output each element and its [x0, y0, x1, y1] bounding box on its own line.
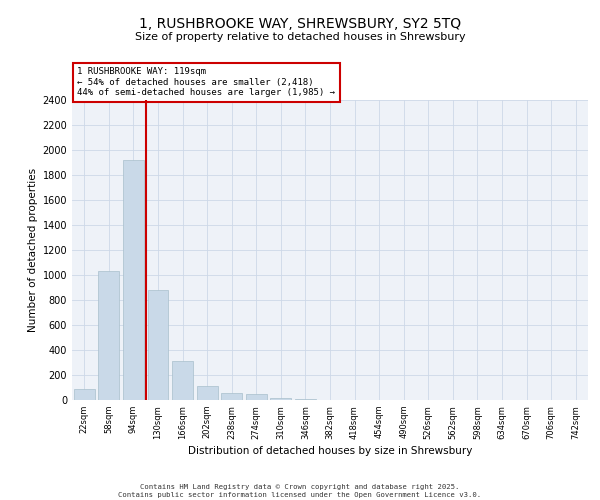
Bar: [197, 386, 218, 400]
Bar: [295, 399, 316, 400]
X-axis label: Distribution of detached houses by size in Shrewsbury: Distribution of detached houses by size …: [188, 446, 472, 456]
Text: Contains HM Land Registry data © Crown copyright and database right 2025.
Contai: Contains HM Land Registry data © Crown c…: [118, 484, 482, 498]
Text: 1, RUSHBROOKE WAY, SHREWSBURY, SY2 5TQ: 1, RUSHBROOKE WAY, SHREWSBURY, SY2 5TQ: [139, 18, 461, 32]
Text: Size of property relative to detached houses in Shrewsbury: Size of property relative to detached ho…: [134, 32, 466, 42]
Bar: [221, 393, 242, 400]
Bar: [172, 360, 193, 400]
Bar: [148, 290, 169, 400]
Bar: [98, 271, 119, 400]
Text: 1 RUSHBROOKE WAY: 119sqm
← 54% of detached houses are smaller (2,418)
44% of sem: 1 RUSHBROOKE WAY: 119sqm ← 54% of detach…: [77, 67, 335, 97]
Bar: [246, 394, 267, 400]
Bar: [123, 160, 144, 400]
Bar: [74, 390, 95, 400]
Y-axis label: Number of detached properties: Number of detached properties: [28, 168, 38, 332]
Bar: [271, 398, 292, 400]
